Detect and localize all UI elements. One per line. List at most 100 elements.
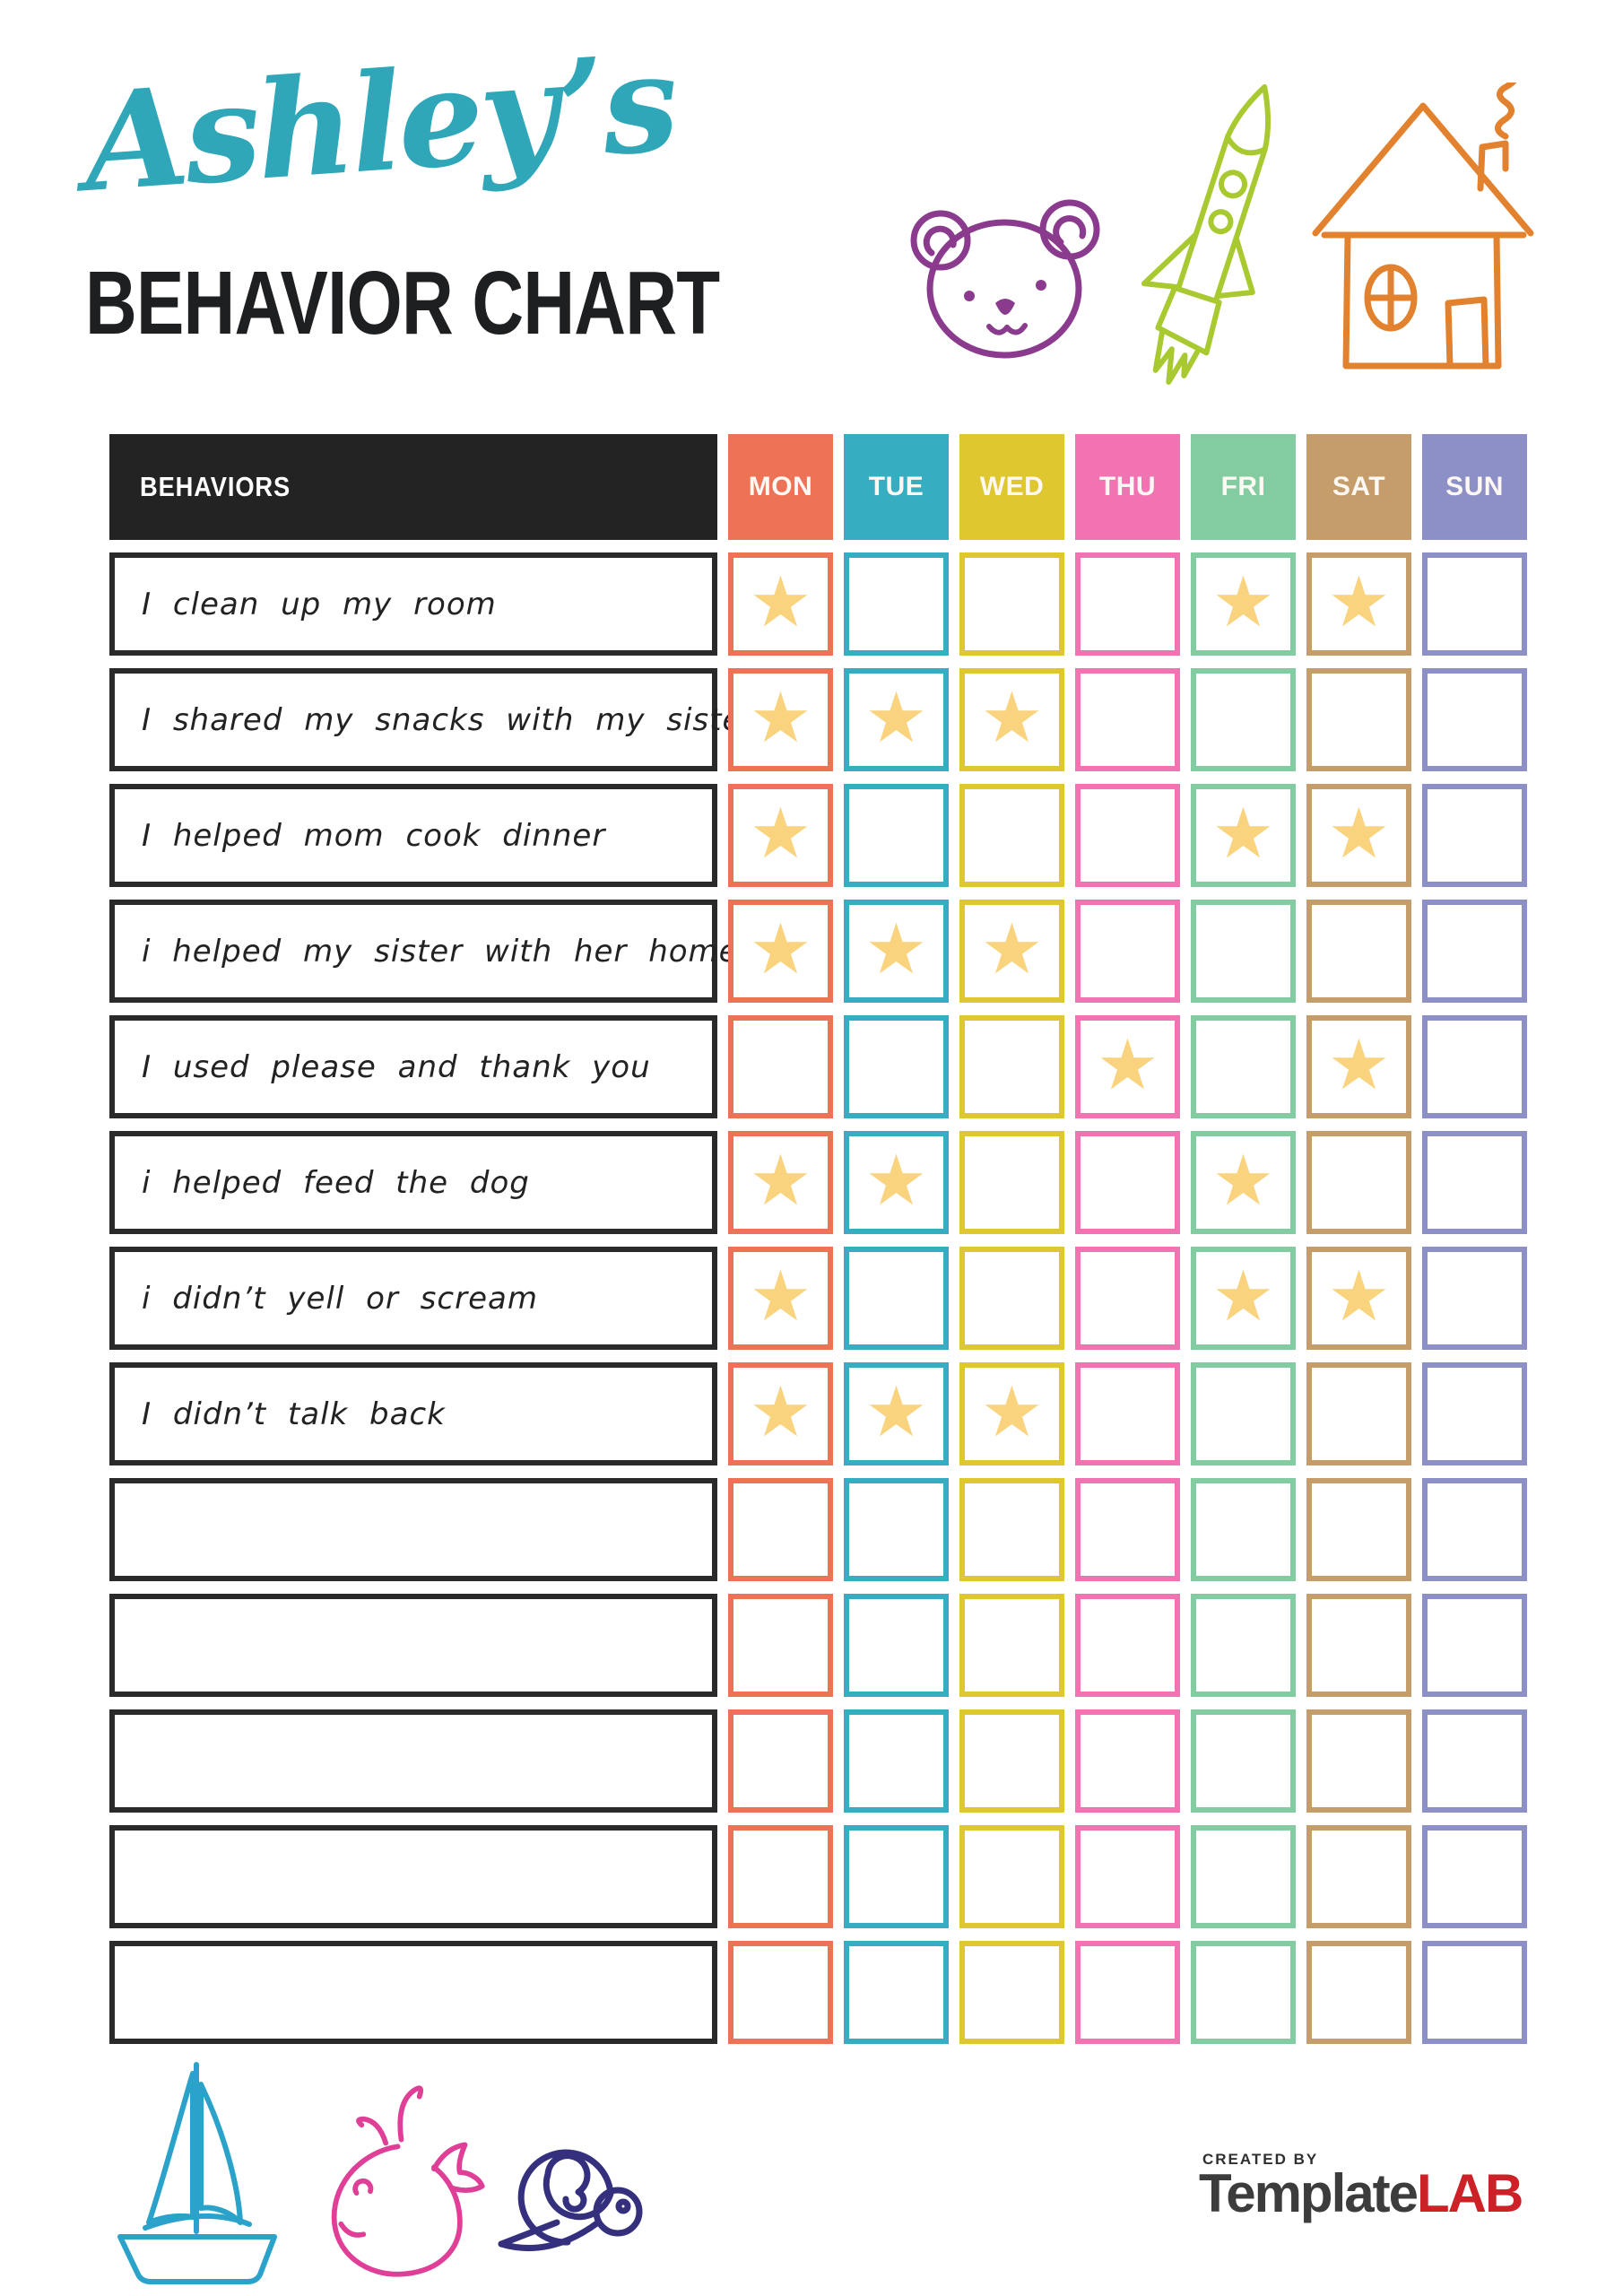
star-cell[interactable] — [844, 552, 949, 656]
star-cell[interactable] — [1422, 668, 1527, 771]
behavior-label-box[interactable] — [109, 1941, 717, 2044]
star-cell[interactable] — [1422, 1478, 1527, 1581]
star-cell[interactable] — [728, 1709, 833, 1813]
star-cell[interactable]: ★ — [728, 668, 833, 771]
star-cell[interactable] — [1422, 1709, 1527, 1813]
star-cell[interactable] — [959, 784, 1064, 887]
star-cell[interactable] — [1422, 1247, 1527, 1350]
star-cell[interactable] — [844, 784, 949, 887]
star-cell[interactable] — [959, 1594, 1064, 1697]
star-cell[interactable] — [959, 1015, 1064, 1118]
star-cell[interactable] — [1306, 1478, 1411, 1581]
star-cell[interactable]: ★ — [844, 668, 949, 771]
behavior-label-box[interactable] — [109, 1825, 717, 1928]
star-cell[interactable] — [1306, 1825, 1411, 1928]
star-cell[interactable] — [1191, 1594, 1296, 1697]
behavior-label-box[interactable]: i didn’t yell or scream — [109, 1247, 717, 1350]
star-cell[interactable]: ★ — [844, 1131, 949, 1234]
star-cell[interactable] — [844, 1015, 949, 1118]
star-cell[interactable]: ★ — [959, 668, 1064, 771]
star-cell[interactable]: ★ — [1306, 1015, 1411, 1118]
star-cell[interactable] — [1306, 1709, 1411, 1813]
star-cell[interactable] — [1422, 1015, 1527, 1118]
star-cell[interactable] — [1306, 1941, 1411, 2044]
star-cell[interactable] — [1306, 1594, 1411, 1697]
star-cell[interactable] — [1306, 1131, 1411, 1234]
star-cell[interactable]: ★ — [1306, 552, 1411, 656]
star-cell[interactable]: ★ — [844, 1362, 949, 1465]
star-cell[interactable]: ★ — [1306, 784, 1411, 887]
star-cell[interactable] — [728, 1941, 833, 2044]
star-cell[interactable]: ★ — [844, 900, 949, 1003]
star-cell[interactable] — [959, 1709, 1064, 1813]
star-cell[interactable] — [728, 1015, 833, 1118]
star-cell[interactable] — [1075, 1247, 1180, 1350]
star-cell[interactable] — [1191, 668, 1296, 771]
star-cell[interactable] — [1075, 1478, 1180, 1581]
star-cell[interactable] — [844, 1247, 949, 1350]
star-cell[interactable] — [959, 552, 1064, 656]
star-cell[interactable] — [1075, 1709, 1180, 1813]
star-cell[interactable] — [959, 1825, 1064, 1928]
star-cell[interactable] — [959, 1131, 1064, 1234]
star-cell[interactable] — [1191, 1478, 1296, 1581]
star-cell[interactable] — [1191, 1709, 1296, 1813]
star-cell[interactable] — [1075, 552, 1180, 656]
star-cell[interactable] — [728, 1825, 833, 1928]
star-cell[interactable]: ★ — [728, 1362, 833, 1465]
star-cell[interactable]: ★ — [1191, 1247, 1296, 1350]
star-cell[interactable]: ★ — [959, 1362, 1064, 1465]
star-cell[interactable] — [1306, 900, 1411, 1003]
star-cell[interactable] — [728, 1478, 833, 1581]
star-cell[interactable]: ★ — [728, 784, 833, 887]
star-cell[interactable]: ★ — [728, 1247, 833, 1350]
behavior-label-box[interactable]: I didn’t talk back — [109, 1362, 717, 1465]
star-cell[interactable] — [1306, 1362, 1411, 1465]
star-cell[interactable] — [844, 1478, 949, 1581]
star-cell[interactable] — [1422, 552, 1527, 656]
behavior-label-box[interactable]: i helped my sister with her homework — [109, 900, 815, 1003]
behavior-label-box[interactable]: I used please and thank you — [109, 1015, 717, 1118]
behavior-label-box[interactable] — [109, 1709, 717, 1813]
star-cell[interactable] — [1191, 1362, 1296, 1465]
star-cell[interactable] — [1191, 1825, 1296, 1928]
star-cell[interactable] — [844, 1709, 949, 1813]
star-cell[interactable] — [1422, 1825, 1527, 1928]
star-cell[interactable]: ★ — [728, 1131, 833, 1234]
star-cell[interactable] — [1075, 784, 1180, 887]
star-cell[interactable] — [1075, 900, 1180, 1003]
star-cell[interactable]: ★ — [1191, 1131, 1296, 1234]
star-cell[interactable]: ★ — [728, 552, 833, 656]
star-cell[interactable] — [844, 1825, 949, 1928]
behavior-label-box[interactable]: I clean up my room — [109, 552, 717, 656]
star-cell[interactable] — [1075, 668, 1180, 771]
behavior-label-box[interactable] — [109, 1594, 717, 1697]
star-cell[interactable]: ★ — [1075, 1015, 1180, 1118]
star-cell[interactable] — [1191, 1941, 1296, 2044]
star-cell[interactable] — [844, 1941, 949, 2044]
star-cell[interactable] — [844, 1594, 949, 1697]
star-cell[interactable] — [1306, 668, 1411, 771]
star-cell[interactable]: ★ — [1191, 784, 1296, 887]
star-cell[interactable] — [1075, 1362, 1180, 1465]
star-cell[interactable] — [1422, 1941, 1527, 2044]
star-cell[interactable] — [1422, 900, 1527, 1003]
star-cell[interactable] — [959, 1247, 1064, 1350]
star-cell[interactable] — [1075, 1131, 1180, 1234]
star-cell[interactable] — [1191, 900, 1296, 1003]
star-cell[interactable] — [1422, 1362, 1527, 1465]
star-cell[interactable]: ★ — [1306, 1247, 1411, 1350]
star-cell[interactable]: ★ — [959, 900, 1064, 1003]
star-cell[interactable] — [1422, 1594, 1527, 1697]
behavior-label-box[interactable]: i helped feed the dog — [109, 1131, 717, 1234]
behavior-label-box[interactable]: I helped mom cook dinner — [109, 784, 717, 887]
behavior-label-box[interactable]: I shared my snacks with my sister — [109, 668, 754, 771]
star-cell[interactable] — [1422, 1131, 1527, 1234]
star-cell[interactable] — [1075, 1825, 1180, 1928]
star-cell[interactable]: ★ — [1191, 552, 1296, 656]
star-cell[interactable] — [959, 1941, 1064, 2044]
star-cell[interactable] — [959, 1478, 1064, 1581]
star-cell[interactable] — [1075, 1941, 1180, 2044]
star-cell[interactable] — [1191, 1015, 1296, 1118]
star-cell[interactable]: ★ — [728, 900, 833, 1003]
